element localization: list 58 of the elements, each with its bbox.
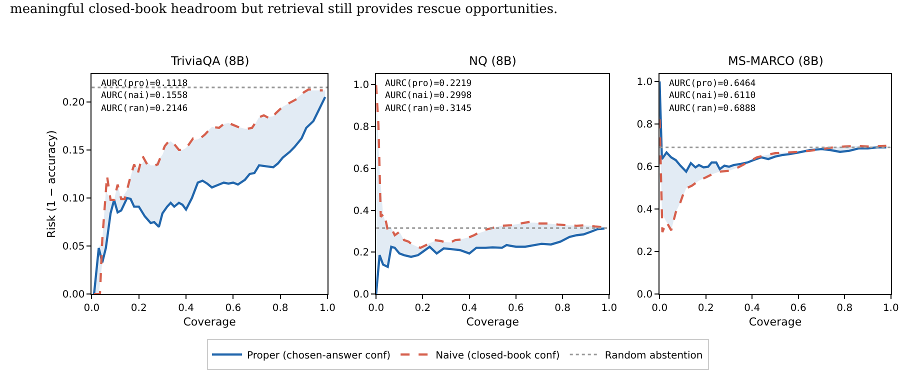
y-tick-label: 0.8	[636, 119, 653, 130]
y-tick-label: 0.6	[636, 162, 653, 174]
x-tick-label: 0.8	[272, 303, 288, 314]
x-tick-label: 0.4	[178, 303, 194, 314]
y-tick-label: 0.4	[353, 206, 370, 217]
x-tick-label: 0.4	[461, 303, 478, 314]
x-tick-label: 0.8	[554, 303, 571, 314]
y-tick-label: 0.00	[62, 290, 85, 301]
x-tick-label: 0.6	[790, 303, 806, 314]
annotation: AURC(pro)=0.6464	[669, 79, 756, 89]
x-tick-label: 0.0	[652, 303, 668, 314]
x-tick-label: 0.2	[698, 303, 714, 314]
y-tick-label: 0.10	[62, 194, 85, 205]
x-tick-label: 1.0	[882, 303, 899, 314]
y-tick-label: 0.0	[636, 290, 653, 301]
x-tick-label: 0.0	[84, 303, 100, 314]
y-tick-label: 0.4	[636, 204, 653, 216]
line-series	[660, 118, 888, 234]
line-series	[660, 80, 888, 173]
y-axis-title: Risk (1 − accuracy)	[45, 130, 58, 238]
x-tick-label: 0.2	[414, 303, 431, 314]
x-tick-label: 0.2	[130, 303, 147, 314]
line-series	[376, 227, 606, 294]
chart-title: TriviaQA (8B)	[170, 54, 250, 68]
y-tick-label: 0.8	[353, 122, 370, 133]
x-tick-label: 0.6	[508, 303, 524, 314]
annotation: AURC(nai)=0.2998	[385, 91, 472, 101]
legend-label: Naive (closed-book conf)	[436, 350, 560, 362]
y-tick-label: 1.0	[353, 80, 370, 91]
chart-title: MS-MARCO (8B)	[728, 54, 824, 68]
y-tick-label: 0.2	[353, 248, 370, 259]
y-tick-label: 0.05	[62, 242, 85, 253]
annotation: AURC(ran)=0.6888	[669, 104, 756, 114]
annotation: AURC(pro)=0.1118	[101, 79, 188, 89]
legend-label: Proper (chosen-answer conf)	[247, 350, 391, 362]
annotation: AURC(nai)=0.1558	[101, 91, 188, 101]
y-tick-label: 0.20	[62, 97, 85, 108]
annotation: AURC(ran)=0.3145	[385, 104, 472, 114]
x-axis-title: Coverage	[183, 315, 236, 328]
annotation: AURC(nai)=0.6110	[669, 91, 756, 101]
x-tick-label: 1.0	[601, 303, 618, 314]
x-tick-label: 1.0	[320, 303, 336, 314]
x-axis-title: Coverage	[466, 315, 520, 328]
y-tick-label: 0.2	[636, 247, 653, 258]
x-tick-label: 0.0	[368, 303, 384, 314]
y-tick-label: 1.0	[636, 76, 653, 88]
x-axis-title: Coverage	[748, 315, 802, 328]
y-tick-label: 0.6	[353, 164, 370, 175]
legend-label: Random abstention	[604, 350, 703, 362]
annotation: AURC(ran)=0.2146	[101, 104, 188, 114]
x-tick-label: 0.4	[744, 303, 760, 314]
y-tick-label: 0.15	[62, 145, 85, 156]
text: meaningful closed-book headroom but retrieval still provides rescue opportunities.	[10, 2, 558, 17]
x-tick-label: 0.8	[836, 303, 853, 314]
y-tick-label: 0.0	[353, 290, 370, 301]
annotation: AURC(pro)=0.2219	[385, 79, 472, 89]
chart-title: NQ (8B)	[469, 54, 516, 68]
x-tick-label: 0.6	[225, 303, 242, 314]
